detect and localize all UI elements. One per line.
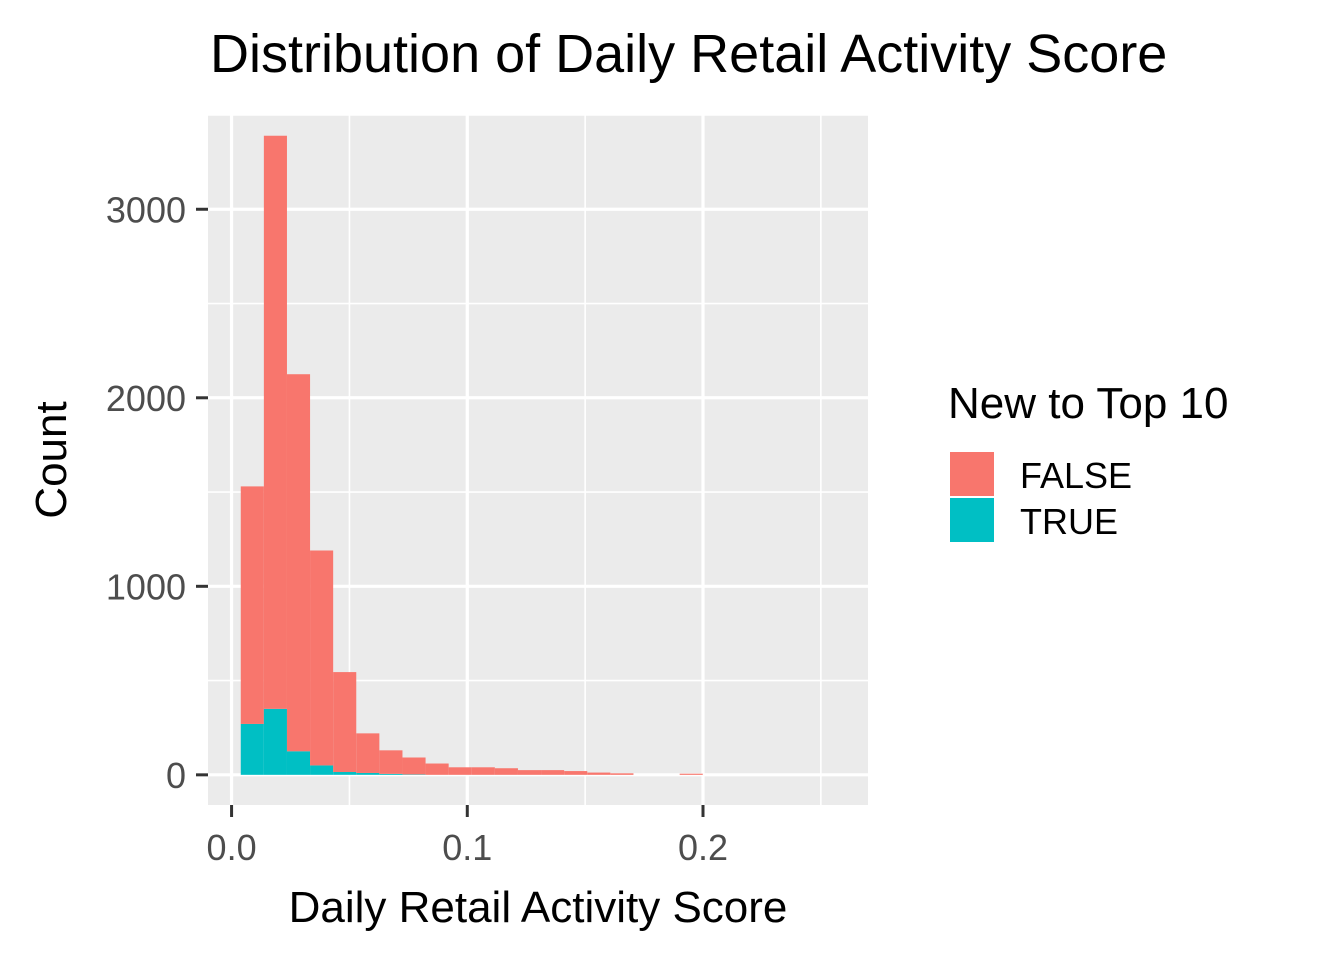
bar-false xyxy=(448,767,472,775)
y-tick-label: 0 xyxy=(166,755,186,796)
bar-false xyxy=(240,486,264,724)
histogram-bars xyxy=(240,135,703,775)
bar-false xyxy=(610,773,634,775)
bar-true xyxy=(286,751,311,775)
bar-false xyxy=(425,763,449,775)
legend-items: FALSE TRUE xyxy=(950,452,1132,542)
bar-false xyxy=(286,374,311,752)
bar-false xyxy=(263,135,287,709)
legend-title: New to Top 10 xyxy=(948,379,1228,428)
legend-key-true xyxy=(950,498,994,542)
y-tick-label: 2000 xyxy=(106,378,186,419)
bar-false xyxy=(564,771,588,775)
x-tick-label: 0.1 xyxy=(442,827,492,868)
legend: New to Top 10 FALSE TRUE xyxy=(948,379,1228,542)
x-tick-label: 0.2 xyxy=(678,827,728,868)
chart-title: Distribution of Daily Retail Activity Sc… xyxy=(210,24,1167,84)
bar-false xyxy=(541,770,565,775)
bar-false xyxy=(356,733,380,773)
legend-label-true: TRUE xyxy=(1020,501,1118,542)
bar-false xyxy=(517,770,542,775)
bar-true xyxy=(356,772,380,775)
bar-false xyxy=(333,672,357,773)
bar-true xyxy=(333,772,357,775)
x-axis-label: Daily Retail Activity Score xyxy=(289,883,788,932)
y-axis: 0 1000 2000 3000 xyxy=(106,189,208,796)
bar-false xyxy=(402,757,426,775)
legend-key-false xyxy=(950,452,994,496)
bar-false xyxy=(310,550,334,766)
bar-false xyxy=(471,767,495,775)
y-axis-label: Count xyxy=(27,401,76,518)
x-axis: 0.0 0.1 0.2 xyxy=(207,805,728,868)
y-tick-label: 3000 xyxy=(106,189,186,230)
x-tick-label: 0.0 xyxy=(207,827,257,868)
bar-true xyxy=(310,765,334,775)
bar-true xyxy=(240,723,264,775)
bar-false xyxy=(587,772,611,775)
bar-false xyxy=(379,750,403,774)
bar-false xyxy=(679,773,703,775)
bar-true xyxy=(263,708,287,775)
legend-label-false: FALSE xyxy=(1020,455,1132,496)
y-tick-label: 1000 xyxy=(106,566,186,607)
bar-false xyxy=(494,768,518,775)
bar-true xyxy=(379,773,403,775)
